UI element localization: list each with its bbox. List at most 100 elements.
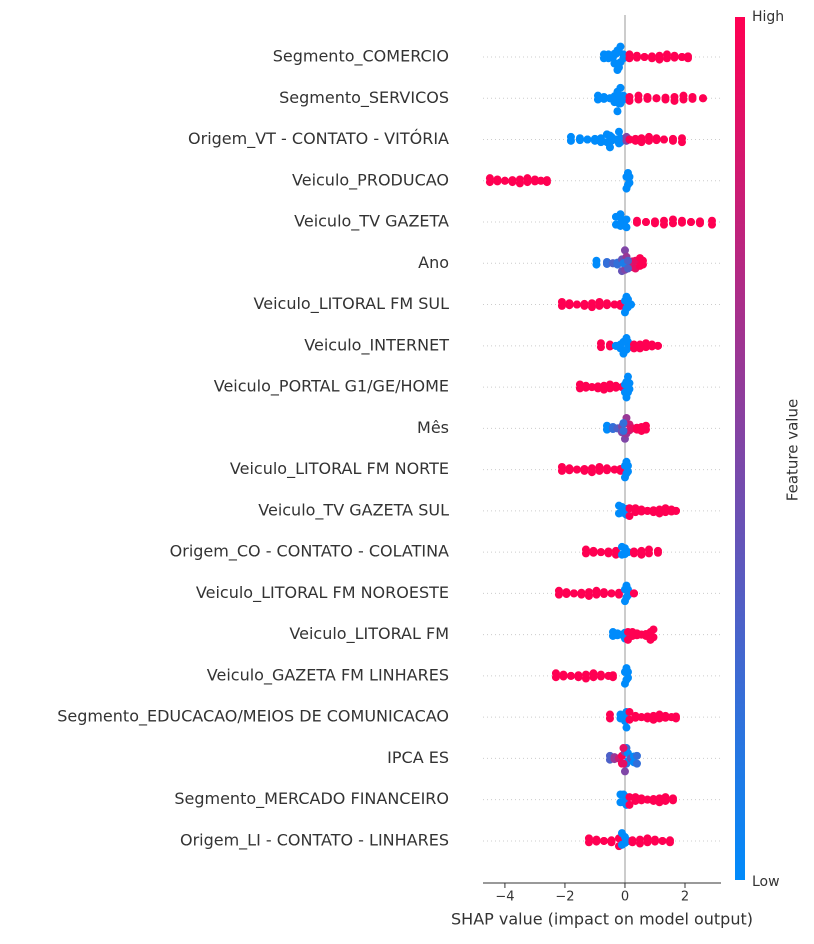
dot-spread xyxy=(523,178,532,187)
dot-spread xyxy=(572,465,581,474)
dot-spread xyxy=(668,219,677,228)
dot-spread xyxy=(592,260,601,269)
dot-spread xyxy=(602,466,611,475)
dot-spread xyxy=(536,176,545,185)
dot-spread xyxy=(593,382,602,391)
dot xyxy=(605,143,614,152)
dot-spread xyxy=(566,671,575,680)
feature-label: IPCA ES xyxy=(387,748,449,767)
dot-spread xyxy=(566,136,575,145)
dot-spread xyxy=(707,216,716,225)
dot-spread xyxy=(584,838,593,847)
dot-spread xyxy=(565,466,574,475)
dot-spread xyxy=(650,837,659,846)
dot-spread xyxy=(659,216,668,225)
dot-spread xyxy=(686,218,695,227)
dot-spread xyxy=(607,836,616,845)
feature-label: Veiculo_PRODUCAO xyxy=(292,170,449,190)
dot xyxy=(625,379,634,388)
dot-spread xyxy=(625,504,634,513)
dot-spread xyxy=(607,589,616,598)
dots xyxy=(485,42,716,851)
dot xyxy=(625,800,634,809)
feature-label: Segmento_COMERCIO xyxy=(273,47,449,67)
dot-spread xyxy=(640,53,649,61)
dot-spread xyxy=(638,260,647,269)
dot-spread xyxy=(485,178,494,187)
dot-spread xyxy=(677,134,686,143)
dot-spread xyxy=(698,94,707,103)
feature-label: Ano xyxy=(418,253,449,272)
dot-spread xyxy=(649,711,658,720)
dot-spread xyxy=(655,794,664,803)
dot-spread xyxy=(637,134,646,143)
dot-spread xyxy=(554,590,563,599)
dot-spread xyxy=(637,713,646,722)
dot-spread xyxy=(625,715,634,724)
dot-spread xyxy=(592,590,601,599)
dot-spread xyxy=(635,340,644,349)
feature-label: Segmento_MERCADO FINANCEIRO xyxy=(174,789,449,809)
dot-spread xyxy=(602,425,611,434)
dot-spread xyxy=(625,793,634,802)
dot-spread xyxy=(661,93,670,102)
dot-spread xyxy=(625,54,634,63)
dot-spread xyxy=(671,506,680,515)
dot-spread xyxy=(661,713,670,722)
dot-spread xyxy=(632,218,641,227)
dot-spread xyxy=(695,217,704,226)
dot-spread xyxy=(500,176,509,185)
dot-spread xyxy=(611,546,620,555)
dot-spread xyxy=(637,507,646,516)
dot-spread xyxy=(665,836,674,845)
feature-label: Veiculo_LITORAL FM NORTE xyxy=(230,459,449,479)
dot-spread xyxy=(565,301,574,310)
dot-spread xyxy=(643,506,652,515)
dot xyxy=(625,512,634,521)
dot xyxy=(620,246,629,255)
dot-spread xyxy=(583,135,592,144)
feature-label: Veiculo_INTERNET xyxy=(304,335,449,355)
dot-spread xyxy=(599,590,608,599)
dot-spread xyxy=(662,54,671,63)
dot-spread xyxy=(599,836,608,845)
x-tick-label: 0 xyxy=(621,890,629,905)
dot xyxy=(619,419,628,428)
dot-spread xyxy=(649,795,658,804)
dot-spread xyxy=(625,92,634,101)
dot-spread xyxy=(596,343,605,352)
dot-spread xyxy=(593,95,602,104)
dot-spread xyxy=(623,548,632,557)
dot-spread xyxy=(577,588,586,597)
dot-spread xyxy=(602,259,611,268)
dot-spread xyxy=(635,835,644,844)
dot-spread xyxy=(647,342,656,351)
dot-spread xyxy=(661,508,670,517)
feature-label: Veiculo_PORTAL G1/GE/HOME xyxy=(214,377,449,397)
dot-spread xyxy=(653,548,662,557)
feature-label: Veiculo_TV GAZETA SUL xyxy=(258,500,449,520)
dot-spread xyxy=(557,466,566,475)
dot-spread xyxy=(610,465,619,474)
dot-spread xyxy=(611,383,620,392)
dot-spread xyxy=(619,426,628,435)
colorbar-high: High xyxy=(752,9,784,25)
feature-label: Veiculo_LITORAL FM xyxy=(289,624,449,644)
dot-spread xyxy=(623,256,632,265)
feature-label: Mês xyxy=(417,418,449,437)
dot-spread xyxy=(595,466,604,475)
dot-spread xyxy=(559,672,568,681)
feature-label: Origem_VT - CONTATO - VITÓRIA xyxy=(188,129,449,149)
dot-spread xyxy=(608,671,617,680)
dot xyxy=(623,264,632,273)
dot-spread xyxy=(641,425,650,434)
dot xyxy=(616,83,625,92)
dot-spread xyxy=(626,300,635,309)
dot-spread xyxy=(599,94,608,103)
feature-label: Veiculo_TV GAZETA xyxy=(294,212,449,232)
dot-spread xyxy=(589,548,598,557)
dot-spread xyxy=(631,508,640,517)
x-tick-label: 2 xyxy=(681,890,689,905)
feature-label: Veiculo_LITORAL FM SUL xyxy=(254,294,450,314)
